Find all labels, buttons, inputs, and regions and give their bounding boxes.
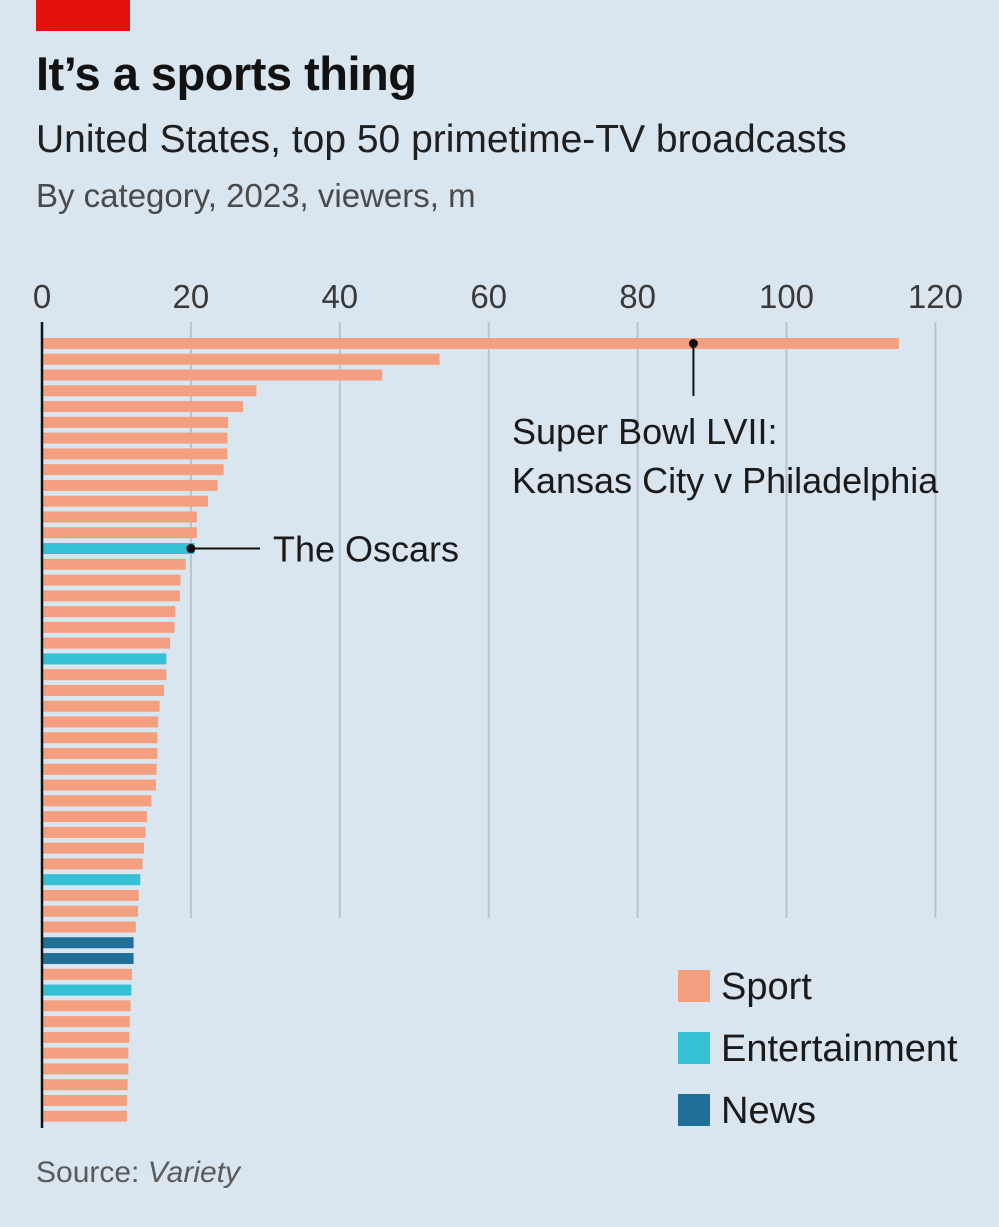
bar-35-entertainment [42,874,141,886]
bar-12-sport [42,511,197,523]
oscars-annotation-label: The Oscars [273,529,459,570]
bar-13-sport [42,527,197,539]
bar-17-sport [42,590,180,602]
bar-36-sport [42,889,139,901]
bar-38-sport [42,921,136,933]
brand-red-tag [36,0,130,31]
chart-description: By category, 2023, viewers, m [36,177,476,214]
bar-39-news [42,937,134,949]
legend-label-sport: Sport [721,966,812,1008]
legend-swatch-sport [678,970,710,1002]
bar-46-sport [42,1047,129,1059]
legend-label-entertainment: Entertainment [721,1028,958,1070]
superbowl-annotation-line-1: Super Bowl LVII: [512,411,777,452]
source-note: Source: Variety [36,1156,240,1190]
bar-33-sport [42,842,144,854]
bar-5-sport [42,401,244,413]
bar-23-sport [42,684,165,696]
bar-4-sport [42,385,257,397]
bar-3-sport [42,369,383,381]
source-label: Source: [36,1156,148,1189]
bar-32-sport [42,826,146,838]
bar-40-news [42,953,134,965]
bar-50-sport [42,1110,127,1122]
superbowl-annotation-line-2: Kansas City v Philadelphia [512,460,939,501]
bar-34-sport [42,858,143,870]
bar-43-sport [42,1000,131,1012]
bar-25-sport [42,716,159,728]
bar-44-sport [42,1016,130,1028]
bar-6-sport [42,416,229,428]
bar-20-sport [42,637,171,649]
bar-22-sport [42,669,167,681]
bar-16-sport [42,574,181,586]
bar-19-sport [42,621,175,633]
bar-41-sport [42,968,133,980]
bar-8-sport [42,448,228,460]
bar-7-sport [42,432,228,444]
x-tick-label-60: 60 [470,278,507,315]
bar-47-sport [42,1063,129,1075]
bar-14-entertainment [42,543,195,555]
x-tick-label-100: 100 [759,278,814,315]
bar-30-sport [42,795,152,807]
bar-27-sport [42,748,158,760]
x-tick-label-80: 80 [619,278,656,315]
x-tick-label-20: 20 [173,278,210,315]
bar-37-sport [42,905,139,917]
bar-24-sport [42,700,160,712]
legend-swatch-news [678,1094,710,1126]
bar-18-sport [42,606,176,618]
legend-swatch-entertainment [678,1032,710,1064]
legend-label-news: News [721,1090,816,1132]
chart-title: It’s a sports thing [36,47,417,100]
bar-42-entertainment [42,984,132,996]
bar-9-sport [42,464,224,476]
source-name: Variety [147,1156,240,1189]
chart-subtitle: United States, top 50 primetime-TV broad… [36,118,847,161]
bar-28-sport [42,763,157,775]
x-tick-label-40: 40 [321,278,358,315]
bar-15-sport [42,558,186,570]
bar-45-sport [42,1031,130,1043]
bar-49-sport [42,1094,127,1106]
bar-31-sport [42,811,147,823]
bar-29-sport [42,779,156,791]
bar-11-sport [42,495,209,507]
bar-1-sport [42,338,899,349]
bar-2-sport [42,353,440,365]
bar-26-sport [42,732,158,744]
x-tick-label-120: 120 [908,278,963,315]
bar-21-entertainment [42,653,167,665]
x-tick-label-0: 0 [33,278,51,315]
bar-48-sport [42,1079,128,1091]
bar-10-sport [42,479,218,491]
